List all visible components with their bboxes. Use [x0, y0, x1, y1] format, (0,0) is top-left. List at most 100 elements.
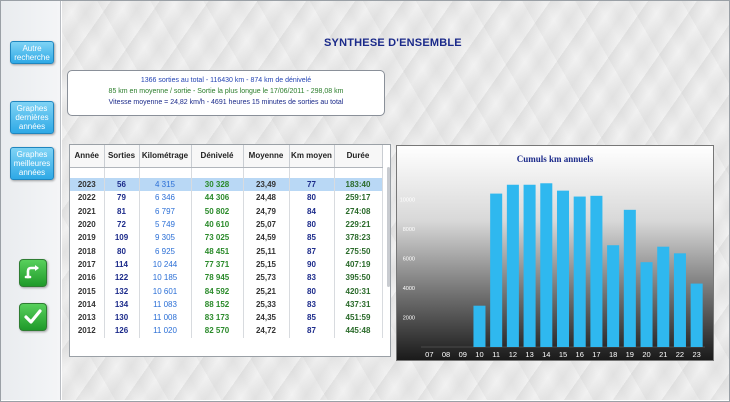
y-tick-label: 4000: [403, 286, 415, 292]
cell-duree: 445:48: [334, 324, 383, 338]
summary-line-average: 85 km en moyenne / sortie - Sortie la pl…: [108, 88, 344, 95]
table-row[interactable]: 2016 122 10 185 78 945 25,73 83 395:50: [70, 271, 383, 285]
bar-20: [640, 262, 653, 347]
bar-13: [523, 184, 536, 347]
cell-year: 2015: [70, 284, 105, 298]
cell-sorties: 56: [104, 178, 140, 192]
x-tick-label: 13: [525, 350, 533, 359]
back-button[interactable]: [19, 259, 47, 287]
bar-15: [556, 190, 570, 347]
cell-moyenne: 24,35: [243, 310, 290, 325]
y-tick-label: 6000: [403, 257, 415, 263]
table-row[interactable]: 2015 132 10 601 84 592 25,21 80 420:31: [70, 284, 383, 298]
cell-denivele: 44 306: [191, 191, 244, 205]
cell-km: 10 185: [139, 271, 192, 285]
table-row[interactable]: 2021 81 6 797 50 802 24,79 84 274:08: [70, 204, 383, 218]
cell-year: 2019: [70, 231, 105, 245]
cell-denivele: 82 570: [191, 324, 244, 338]
cell-sorties: 109: [104, 231, 140, 245]
cell-km: 4 315: [139, 178, 192, 192]
other-search-button[interactable]: Autre recherche: [10, 41, 54, 64]
cell-km: 6 797: [139, 204, 192, 218]
cell-duree: 437:31: [334, 297, 383, 311]
cell-duree: 420:31: [334, 284, 383, 298]
table-row[interactable]: 2013 130 11 008 83 173 24,35 85 451:59: [70, 310, 383, 325]
cell-moyenne: 23,49: [243, 178, 290, 192]
graphs-last-years-button[interactable]: Graphes dernières années: [10, 101, 54, 134]
cell-denivele: 77 371: [191, 257, 244, 272]
cell-duree: 378:23: [334, 231, 383, 245]
col-header-moyenne[interactable]: Moyenne: [243, 145, 290, 168]
cell-sorties: 130: [104, 310, 140, 325]
col-header-km-moyen[interactable]: Km moyen: [289, 145, 335, 168]
x-tick-label: 07: [425, 350, 433, 359]
graphs-best-years-button[interactable]: Graphes meilleures années: [10, 147, 54, 180]
table-row[interactable]: 2012 126 11 020 82 570 24,72 87 445:48: [70, 324, 383, 338]
bar-12: [506, 184, 519, 347]
x-tick-label: 10: [475, 350, 483, 359]
table-row[interactable]: 2020 72 5 749 40 610 25,07 80 229:21: [70, 217, 383, 232]
col-header-km[interactable]: Kilométrage: [139, 145, 192, 168]
y-tick-label: 8000: [403, 227, 415, 233]
cell-moyenne: 25,33: [243, 297, 290, 311]
cell-km-moyen: 80: [289, 191, 335, 205]
cell-denivele: 73 025: [191, 231, 244, 245]
cell-moyenne: 25,15: [243, 257, 290, 272]
table-row[interactable]: 2017 114 10 244 77 371 25,15 90 407:19: [70, 257, 383, 272]
cell-km-moyen: 90: [289, 257, 335, 272]
cell-km-moyen: 83: [289, 297, 335, 311]
table-scrollbar[interactable]: [387, 167, 390, 287]
col-header-duree[interactable]: Durée: [334, 145, 383, 168]
x-tick-label: 12: [509, 350, 517, 359]
table-spacer-row: [70, 167, 383, 178]
cell-duree: 451:59: [334, 310, 383, 325]
cell-denivele: 78 945: [191, 271, 244, 285]
table-row[interactable]: 2019 109 9 305 73 025 24,59 85 378:23: [70, 231, 383, 245]
x-tick-label: 14: [542, 350, 550, 359]
cell-km-moyen: 83: [289, 271, 335, 285]
y-tick-label: 10000: [400, 198, 415, 204]
x-tick-label: 15: [559, 350, 567, 359]
x-tick-label: 22: [676, 350, 684, 359]
bar-19: [623, 209, 636, 347]
col-header-sorties[interactable]: Sorties: [104, 145, 140, 168]
table-row[interactable]: 2018 80 6 925 48 451 25,11 87 275:50: [70, 244, 383, 258]
cell-denivele: 84 592: [191, 284, 244, 298]
cell-duree: 183:40: [334, 178, 383, 192]
cell-km: 11 083: [139, 297, 192, 311]
cell-sorties: 122: [104, 271, 140, 285]
cell-duree: 259:17: [334, 191, 383, 205]
table-row[interactable]: 2023 56 4 315 30 328 23,49 77 183:40: [70, 178, 383, 192]
cell-year: 2022: [70, 191, 105, 205]
cell-year: 2016: [70, 271, 105, 285]
cell-km: 10 601: [139, 284, 192, 298]
cell-denivele: 88 152: [191, 297, 244, 311]
cell-sorties: 114: [104, 257, 140, 272]
cell-moyenne: 24,72: [243, 324, 290, 338]
x-tick-label: 20: [642, 350, 650, 359]
page-title: SYNTHESE D'ENSEMBLE: [324, 37, 462, 49]
validate-button[interactable]: [19, 303, 47, 331]
cell-denivele: 30 328: [191, 178, 244, 192]
cell-km-moyen: 85: [289, 310, 335, 325]
cell-km: 11 020: [139, 324, 192, 338]
table-header-row: Année Sorties Kilométrage Dénivelé Moyen…: [70, 145, 383, 168]
cell-sorties: 72: [104, 217, 140, 232]
cell-year: 2013: [70, 310, 105, 325]
table-row[interactable]: 2014 134 11 083 88 152 25,33 83 437:31: [70, 297, 383, 311]
x-tick-label: 09: [459, 350, 467, 359]
x-tick-label: 17: [592, 350, 600, 359]
cell-year: 2023: [70, 178, 105, 192]
checkmark-icon: [24, 309, 42, 324]
col-header-year[interactable]: Année: [70, 145, 105, 168]
cell-denivele: 50 802: [191, 204, 244, 218]
bar-21: [657, 246, 670, 347]
cell-duree: 407:19: [334, 257, 383, 272]
col-header-denivele[interactable]: Dénivelé: [191, 145, 244, 168]
x-tick-label: 08: [442, 350, 450, 359]
cell-moyenne: 25,11: [243, 244, 290, 258]
table-row[interactable]: 2022 79 6 346 44 306 24,48 80 259:17: [70, 191, 383, 205]
cell-sorties: 81: [104, 204, 140, 218]
cell-year: 2018: [70, 244, 105, 258]
annual-km-chart: Cumuls km annuels 2000 4000 6000 8000 10000 0…: [396, 145, 714, 361]
